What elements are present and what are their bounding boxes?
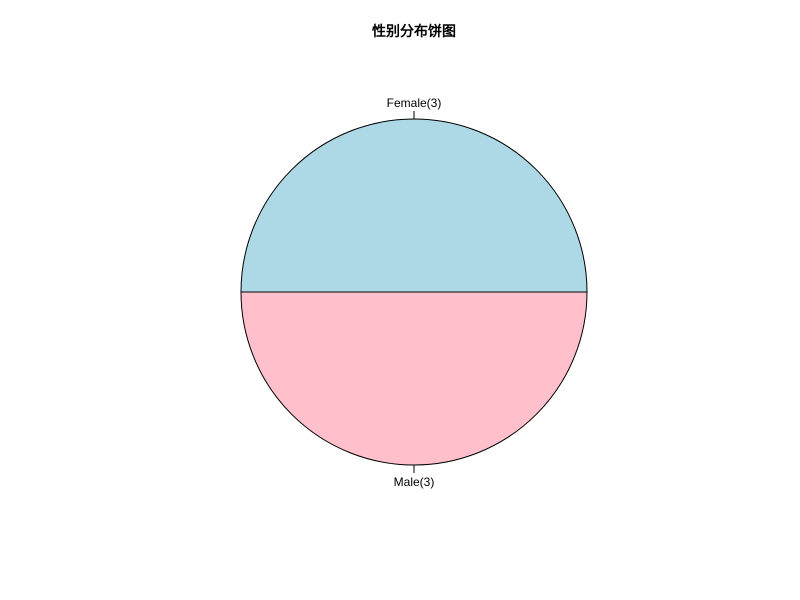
chart-title: 性别分布饼图 — [372, 23, 456, 40]
pie-slices — [240, 118, 588, 466]
pie-slice-1 — [240, 118, 588, 293]
pie-slice-2 — [240, 291, 588, 466]
pie-label-1: Female(3) — [387, 96, 442, 110]
pie-labels: Female(3) Male(3) — [387, 96, 442, 489]
pie-label-2: Male(3) — [394, 475, 435, 489]
